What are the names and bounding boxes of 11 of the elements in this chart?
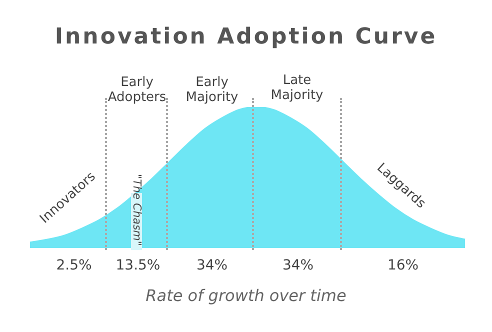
chart-title: Innovation Adoption Curve [54,24,438,50]
text: Early Adopters [106,75,168,105]
text: Early Majority [184,75,240,105]
text: Late Majority [270,73,324,103]
text: 34% [282,258,314,274]
annotation: "The Chasm" [130,174,144,246]
text: 13.5% [116,258,160,274]
text: 16% [387,258,419,274]
x-axis-title: Rate of growth over time [146,286,346,306]
text: 2.5% [56,258,92,274]
text: 34% [196,258,228,274]
